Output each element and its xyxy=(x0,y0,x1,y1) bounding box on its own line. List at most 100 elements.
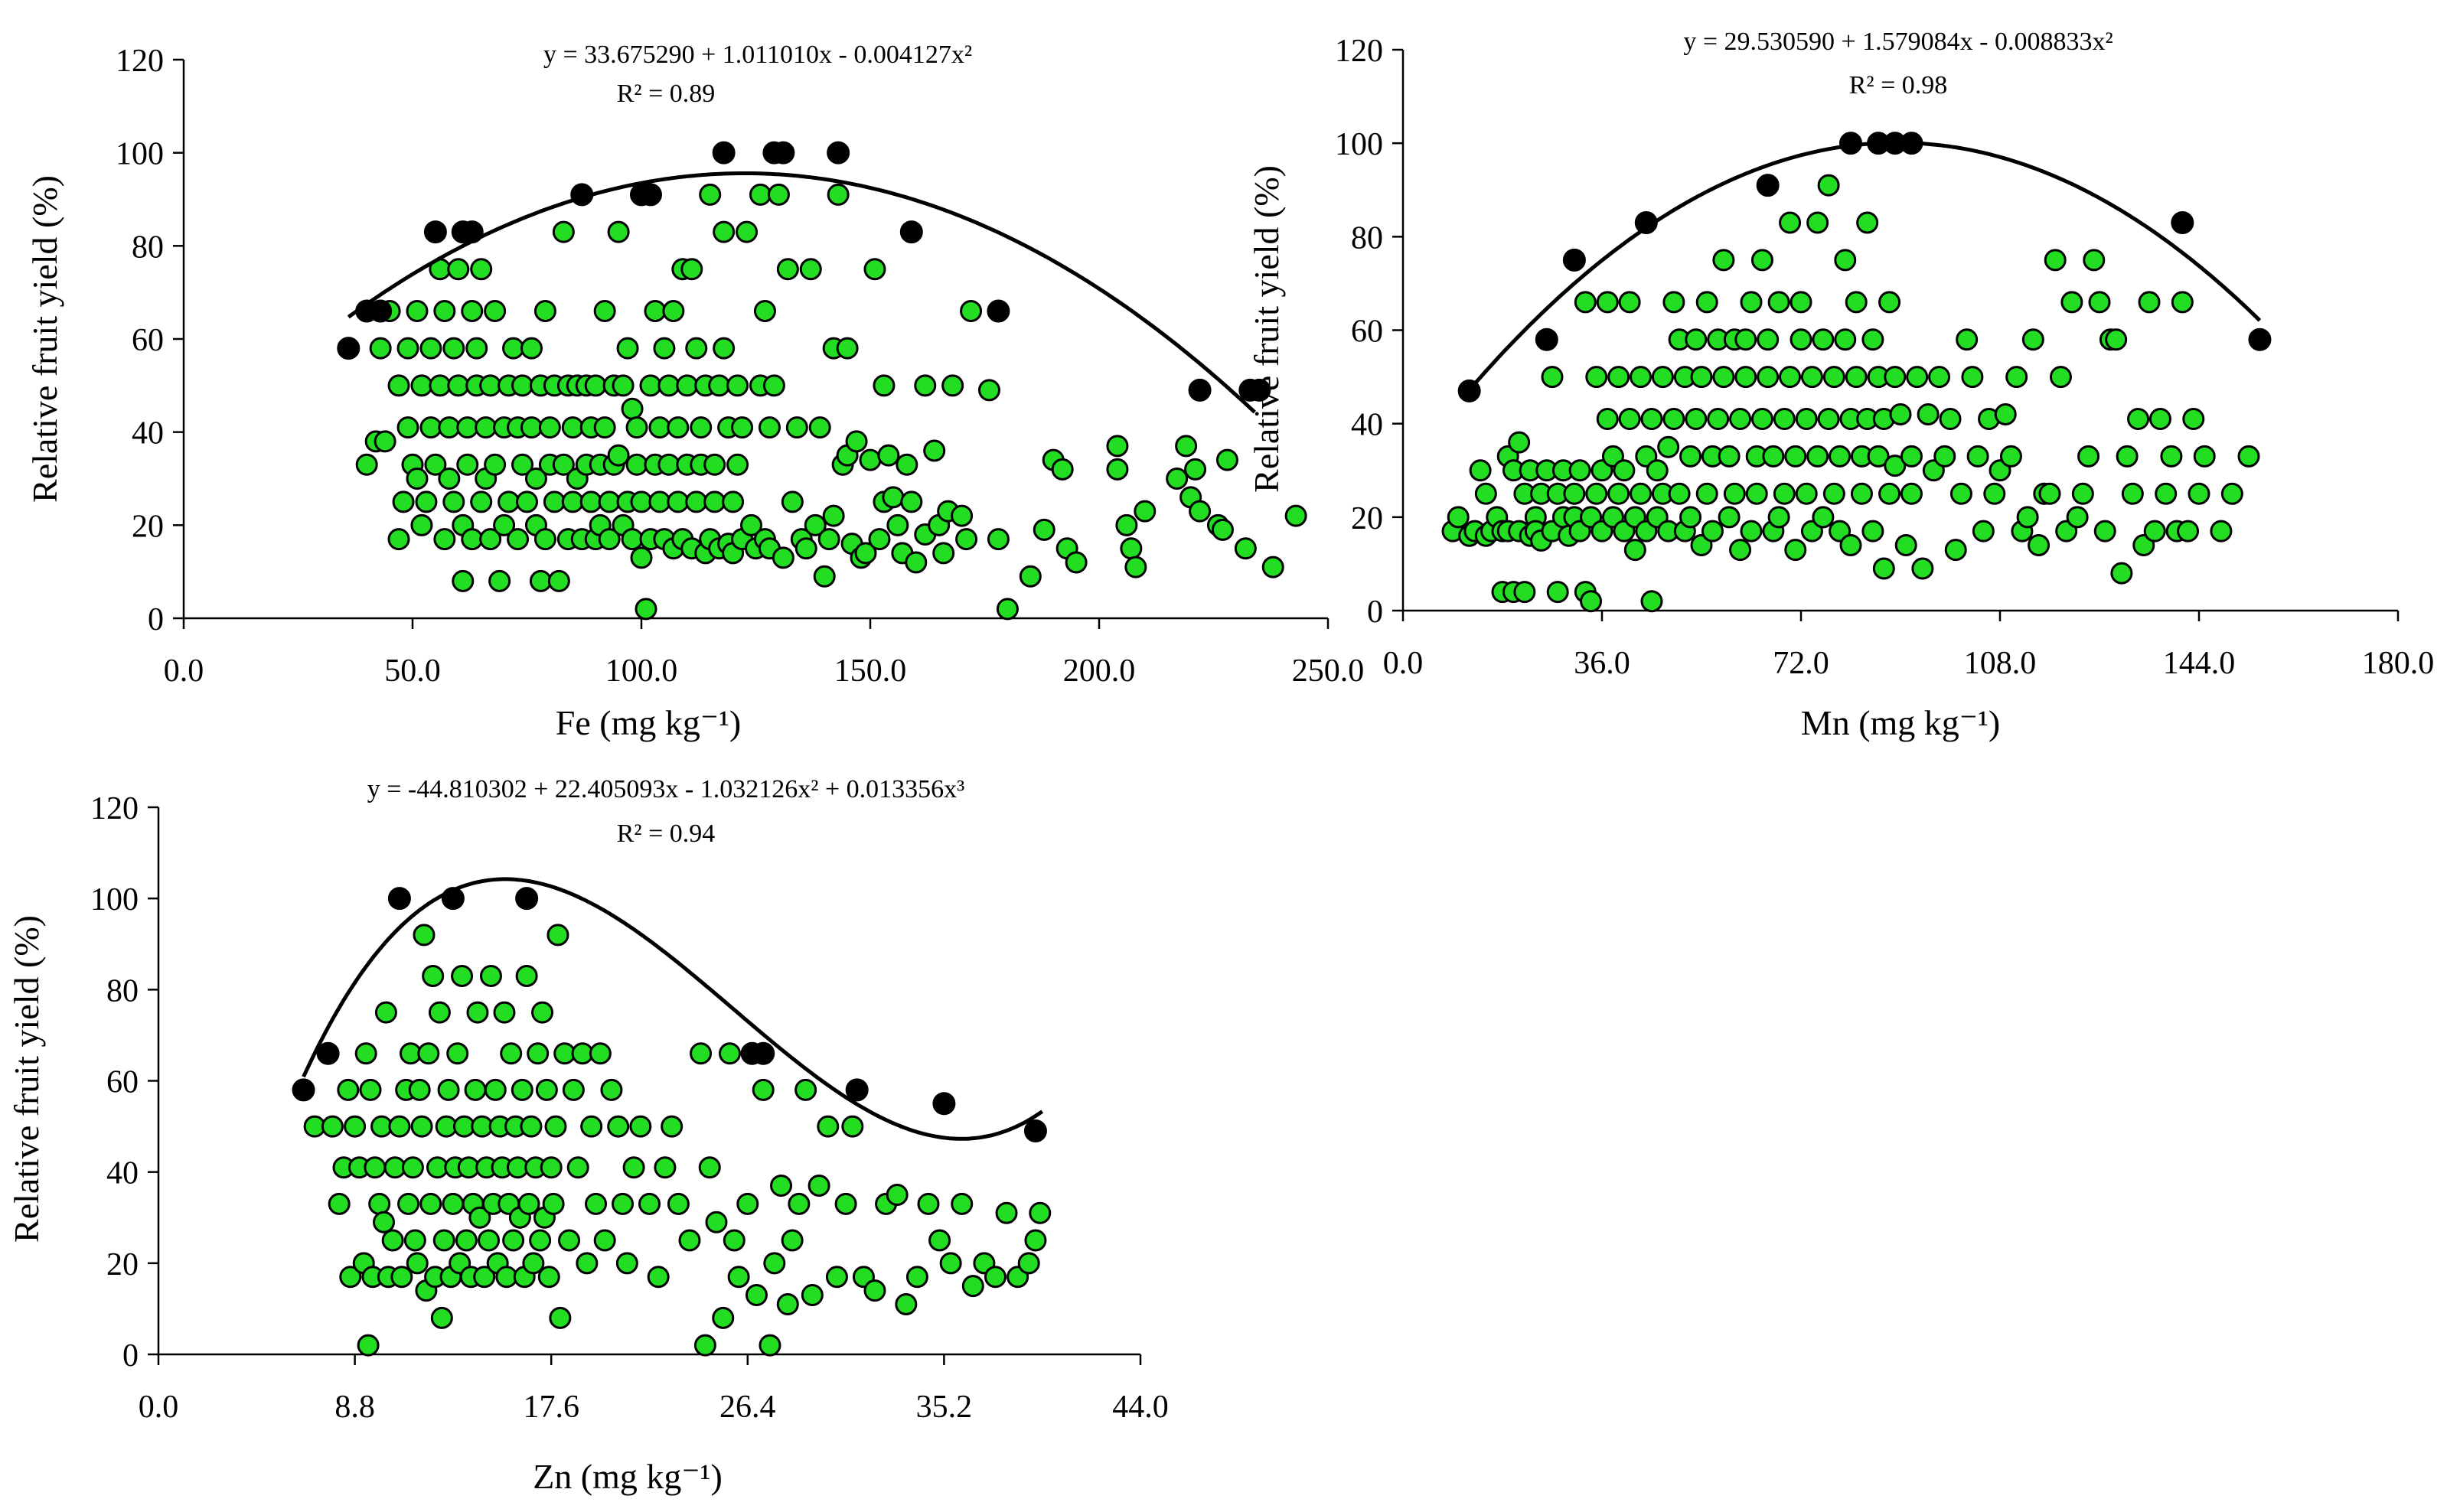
zn-data-point xyxy=(517,1192,540,1215)
mn-data-point xyxy=(2148,408,2171,431)
mn-data-point xyxy=(1939,408,1962,431)
zn-data-point xyxy=(995,1201,1018,1224)
zn-data-point xyxy=(705,1211,728,1233)
mn-data-point xyxy=(1750,249,1773,272)
mn-data-point xyxy=(1729,408,1752,431)
fe-data-point xyxy=(1106,458,1129,481)
mn-data-point xyxy=(1640,590,1663,613)
zn-data-point xyxy=(381,1229,404,1252)
mn-y-tick-label: 40 xyxy=(1351,408,1383,443)
fe-data-point xyxy=(507,528,530,551)
mn-data-point xyxy=(1878,482,1901,505)
fe-data-point xyxy=(905,551,928,574)
zn-data-point xyxy=(464,1078,487,1101)
fe-boundary-point xyxy=(423,220,447,244)
zn-data-point xyxy=(961,1275,984,1298)
mn-data-point xyxy=(1884,455,1907,477)
zn-data-point xyxy=(807,1175,830,1198)
fe-data-point xyxy=(731,416,754,439)
fe-data-point xyxy=(598,528,621,551)
mn-data-point xyxy=(2121,482,2144,505)
mn-data-point xyxy=(2016,506,2039,529)
zn-data-point xyxy=(388,1115,411,1138)
fe-boundary-point xyxy=(772,141,795,165)
mn-data-point xyxy=(1685,328,1708,351)
fe-data-point xyxy=(726,374,749,397)
zn-boundary-point xyxy=(515,887,539,911)
mn-data-point xyxy=(1740,520,1763,543)
fe-data-point xyxy=(392,490,415,513)
mn-data-point xyxy=(1812,328,1835,351)
fe-data-point xyxy=(1284,504,1307,527)
fe-data-point xyxy=(977,379,1000,402)
mn-data-point xyxy=(1469,459,1492,482)
zn-data-point xyxy=(647,1266,670,1289)
fe-data-point xyxy=(438,416,461,439)
zn-data-point xyxy=(359,1078,382,1101)
fe-data-point xyxy=(479,528,502,551)
fe-data-point xyxy=(699,183,722,206)
zn-data-point xyxy=(727,1266,750,1289)
zn-data-point xyxy=(576,1252,599,1275)
fe-data-point xyxy=(657,453,680,476)
fe-boundary-point xyxy=(570,183,594,207)
fe-data-point xyxy=(667,416,690,439)
mn-data-point xyxy=(1845,291,1868,314)
zn-data-point xyxy=(638,1192,661,1215)
fe-boundary-point xyxy=(1248,378,1271,402)
fe-data-point xyxy=(593,416,616,439)
mn-data-point xyxy=(1966,445,1989,468)
mn-data-point xyxy=(1861,328,1884,351)
fe-data-point xyxy=(452,569,475,592)
fe-data-point xyxy=(1234,537,1257,560)
zn-data-point xyxy=(337,1078,360,1101)
mn-data-point xyxy=(1679,506,1702,529)
zn-boundary-point xyxy=(387,887,411,911)
zn-data-point xyxy=(817,1115,840,1138)
fe-data-point xyxy=(387,528,410,551)
fe-data-point xyxy=(1065,551,1088,574)
mn-data-point xyxy=(1961,366,1984,389)
fe-data-point xyxy=(639,374,662,397)
mn-boundary-point xyxy=(1535,327,1558,351)
fe-data-point xyxy=(396,337,419,360)
zn-data-point xyxy=(841,1115,864,1138)
zn-y-tick-label: 80 xyxy=(106,973,139,1009)
fe-data-point xyxy=(374,430,396,453)
fe-data-point xyxy=(808,416,831,439)
mn-data-point xyxy=(1884,366,1907,389)
mn-data-point xyxy=(1474,482,1497,505)
zn-fit-curve xyxy=(302,877,1044,1141)
mn-data-point xyxy=(1651,366,1674,389)
zn-y-tick-label: 20 xyxy=(106,1247,139,1282)
mn-data-point xyxy=(2066,506,2089,529)
zn-data-point xyxy=(403,1229,426,1252)
mn-data-point xyxy=(1795,482,1818,505)
mn-data-point xyxy=(1580,590,1603,613)
zn-data-point xyxy=(745,1284,768,1307)
fe-boundary-point xyxy=(638,183,662,207)
zn-data-point xyxy=(562,1078,585,1101)
fe-data-point xyxy=(607,220,630,243)
mn-data-point xyxy=(2088,291,2111,314)
zn-data-point xyxy=(951,1192,974,1215)
fe-chart-panel: y = 33.675290 + 1.011010x - 0.004127x² R… xyxy=(25,41,1364,742)
mn-data-point xyxy=(2143,520,2166,543)
fe-data-point xyxy=(593,300,616,322)
fe-data-point xyxy=(863,258,886,281)
mn-r-squared: R² = 0.98 xyxy=(1849,71,1948,99)
zn-x-tick-label: 8.8 xyxy=(334,1390,375,1425)
zn-data-point xyxy=(422,964,445,987)
fe-data-point xyxy=(438,468,461,490)
mn-data-point xyxy=(1861,520,1884,543)
fe-data-point xyxy=(836,337,859,360)
mn-boundary-point xyxy=(1562,248,1586,272)
zn-data-point xyxy=(549,1306,572,1329)
mn-data-point xyxy=(2110,562,2133,585)
mn-data-point xyxy=(1856,211,1879,234)
zn-data-point xyxy=(390,1266,413,1289)
zn-data-point xyxy=(788,1192,811,1215)
fe-data-point xyxy=(533,300,556,322)
zn-data-point xyxy=(473,1266,496,1289)
mn-data-point xyxy=(2028,533,2051,556)
